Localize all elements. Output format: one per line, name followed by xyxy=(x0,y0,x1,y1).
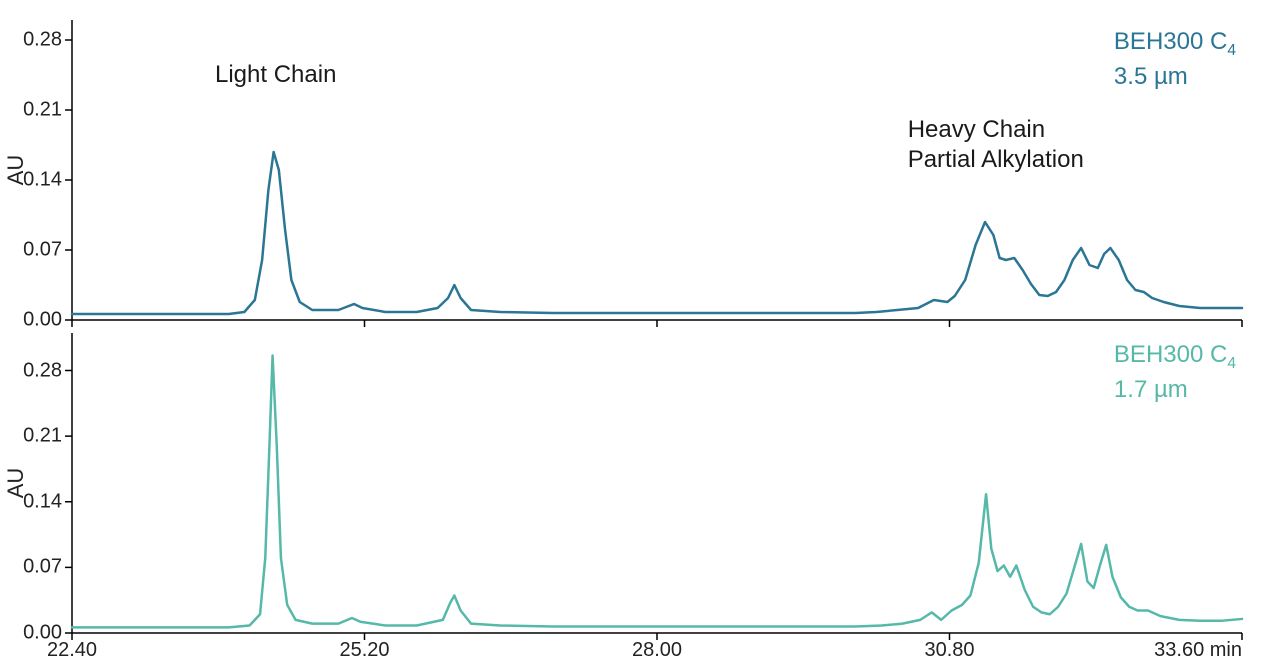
chromatogram-figure: AU BEH300 C4 3.5 µm Light Chain Heavy Ch… xyxy=(0,0,1264,663)
bottom-trace-svg xyxy=(72,333,1242,633)
y-tick-label: 0.14 xyxy=(23,169,72,192)
x-tick-label: 30.80 xyxy=(924,633,974,662)
y-tick-label: 0.07 xyxy=(23,239,72,262)
bottom-legend-line1-sub: 4 xyxy=(1227,355,1236,372)
y-tick-label: 0.00 xyxy=(23,309,72,332)
y-tick-label: 0.14 xyxy=(23,490,72,513)
bottom-legend: BEH300 C4 1.7 µm xyxy=(1114,339,1236,405)
bottom-plot-area xyxy=(72,333,1242,633)
top-trace-path xyxy=(72,152,1242,314)
x-tick-label: 22.40 xyxy=(47,633,97,662)
bottom-legend-line1-pre: BEH300 C xyxy=(1114,341,1227,368)
bottom-legend-line2: 1.7 µm xyxy=(1114,374,1236,405)
annotation-heavy-chain-line2: Partial Alkylation xyxy=(908,145,1084,175)
bottom-panel: AU BEH300 C4 1.7 µm 0.000.070.140.210.28… xyxy=(72,333,1242,633)
x-tick-label: 25.20 xyxy=(339,633,389,662)
top-panel: AU BEH300 C4 3.5 µm Light Chain Heavy Ch… xyxy=(72,20,1242,320)
bottom-trace-path xyxy=(72,356,1242,628)
top-legend-line1-pre: BEH300 C xyxy=(1114,28,1227,55)
top-legend: BEH300 C4 3.5 µm xyxy=(1114,26,1236,92)
y-tick-label: 0.07 xyxy=(23,556,72,579)
y-tick-label: 0.21 xyxy=(23,99,72,122)
annotation-heavy-chain-line1: Heavy Chain xyxy=(908,115,1084,145)
top-legend-line2: 3.5 µm xyxy=(1114,61,1236,92)
x-tick-label: 28.00 xyxy=(632,633,682,662)
y-tick-label: 0.28 xyxy=(23,29,72,52)
annotation-heavy-chain: Heavy ChainPartial Alkylation xyxy=(908,115,1084,175)
bottom-legend-line1: BEH300 C4 xyxy=(1114,339,1236,374)
y-tick-label: 0.28 xyxy=(23,359,72,382)
top-legend-line1: BEH300 C4 xyxy=(1114,26,1236,61)
annotation-light-chain: Light Chain xyxy=(215,60,336,90)
top-legend-line1-sub: 4 xyxy=(1227,42,1236,59)
x-tick-label: 33.60 min xyxy=(1154,633,1242,662)
y-tick-label: 0.21 xyxy=(23,425,72,448)
